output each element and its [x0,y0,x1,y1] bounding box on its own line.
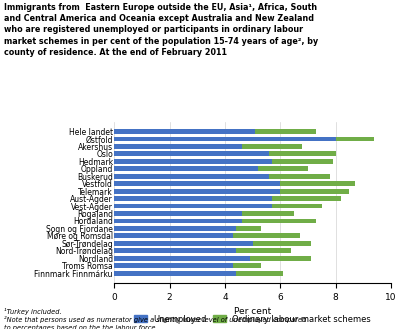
Text: ²Note that persons used as numerator give a slightly lower level of unemployed c: ²Note that persons used as numerator giv… [4,316,306,329]
Bar [253,241,311,246]
Bar [114,144,241,149]
X-axis label: Per cent: Per cent [234,307,271,316]
Bar [258,166,308,171]
Bar [250,256,311,261]
Bar [236,226,261,231]
Bar [114,271,236,276]
Text: Immigrants from  Eastern Europe outside the EU, Asia¹, Africa, South
and Central: Immigrants from Eastern Europe outside t… [4,3,318,57]
Bar [114,189,280,193]
Bar [114,181,280,186]
Bar [272,196,341,201]
Bar [114,211,241,216]
Legend: Unemployed, Ordinary labour market schemes: Unemployed, Ordinary labour market schem… [131,311,375,327]
Bar [269,174,330,179]
Bar [114,129,255,134]
Bar [114,174,269,179]
Bar [114,151,269,156]
Bar [114,196,272,201]
Bar [114,256,250,261]
Bar [255,129,316,134]
Bar [241,211,294,216]
Text: ¹Turkey included.: ¹Turkey included. [4,308,62,315]
Bar [236,271,283,276]
Bar [114,226,236,231]
Bar [241,218,316,223]
Bar [336,137,375,141]
Bar [272,159,333,164]
Bar [233,234,300,238]
Bar [114,159,272,164]
Bar [114,137,336,141]
Bar [280,181,355,186]
Bar [114,248,236,253]
Bar [269,151,336,156]
Bar [114,234,233,238]
Bar [114,218,241,223]
Bar [114,241,253,246]
Bar [233,263,261,268]
Bar [280,189,349,193]
Bar [114,263,233,268]
Bar [272,204,322,209]
Bar [114,204,272,209]
Bar [241,144,302,149]
Bar [236,248,292,253]
Bar [114,166,258,171]
